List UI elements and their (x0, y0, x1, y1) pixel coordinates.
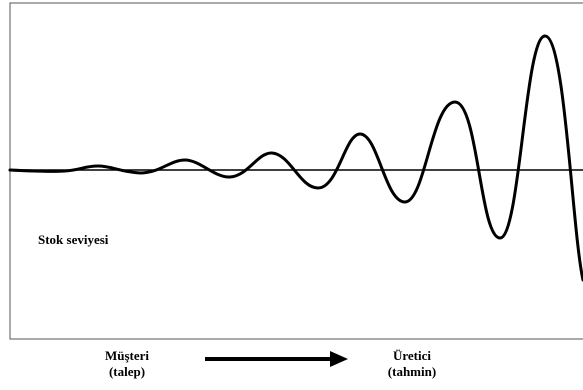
producer-subtitle: (tahmin) (387, 364, 437, 379)
stock-level-wave (8, 34, 583, 282)
direction-arrow (205, 351, 348, 367)
customer-label: Müşteri (talep) (97, 348, 157, 380)
customer-title: Müşteri (104, 348, 150, 363)
customer-subtitle: (talep) (108, 364, 146, 379)
producer-label: Üretici (tahmin) (380, 348, 444, 380)
producer-title: Üretici (392, 348, 432, 363)
stock-level-label: Stok seviyesi (38, 232, 109, 247)
